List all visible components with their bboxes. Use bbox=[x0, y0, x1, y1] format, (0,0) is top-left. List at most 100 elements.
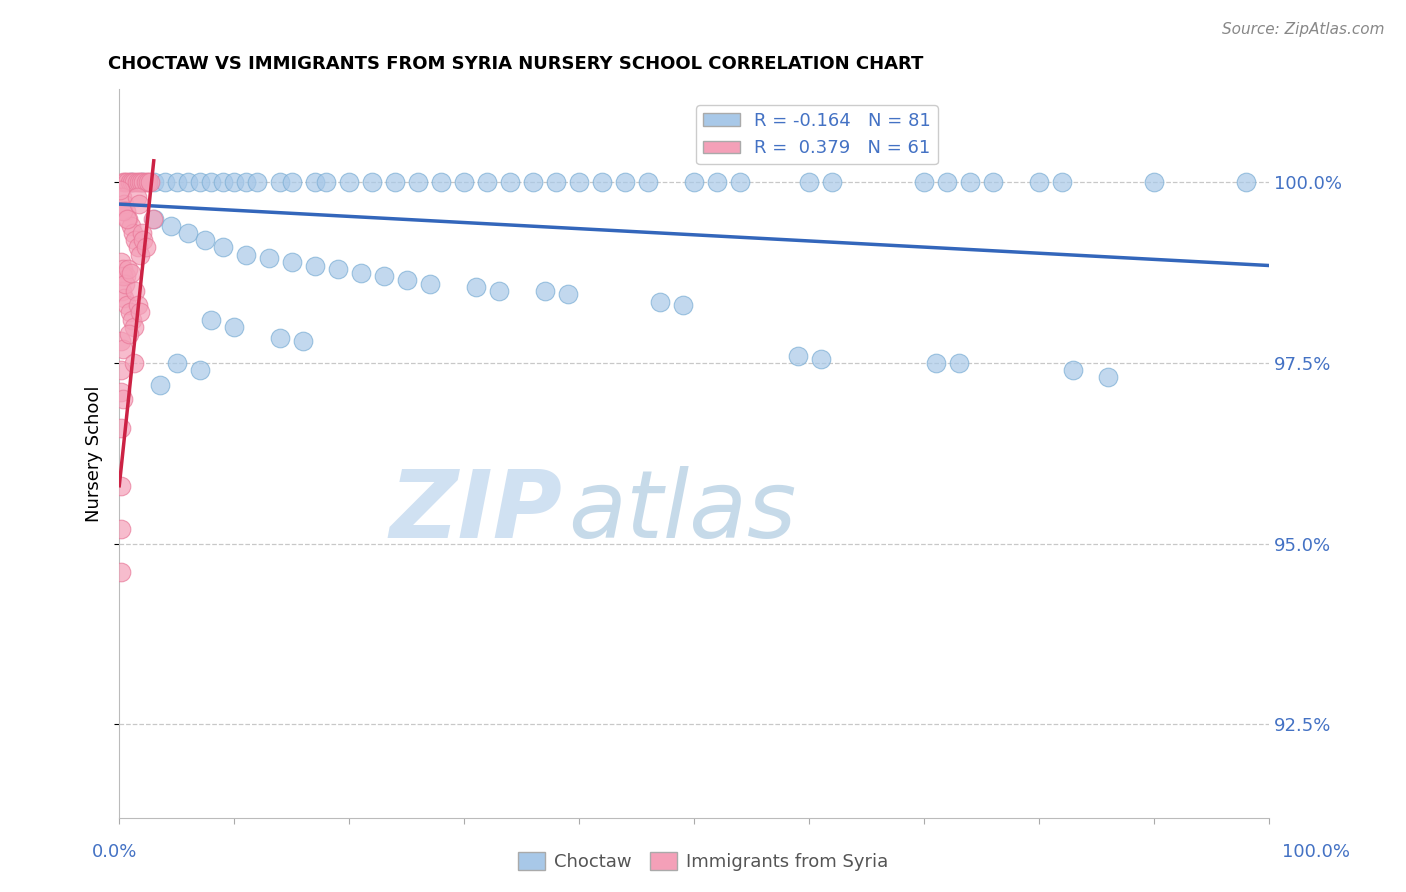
Point bbox=[912, 176, 935, 190]
Point bbox=[129, 305, 152, 319]
Point bbox=[122, 356, 145, 370]
Point bbox=[111, 269, 134, 284]
Point bbox=[122, 319, 145, 334]
Point bbox=[128, 197, 150, 211]
Point bbox=[614, 176, 637, 190]
Point bbox=[136, 176, 159, 190]
Point bbox=[269, 176, 291, 190]
Point bbox=[797, 176, 820, 190]
Point bbox=[177, 176, 200, 190]
Point bbox=[110, 421, 132, 435]
Point bbox=[120, 176, 142, 190]
Point bbox=[464, 280, 486, 294]
Point bbox=[200, 176, 222, 190]
Point bbox=[200, 312, 222, 326]
Point bbox=[124, 233, 146, 247]
Point bbox=[326, 262, 349, 277]
Point bbox=[120, 219, 142, 233]
Point bbox=[115, 298, 138, 312]
Text: ZIP: ZIP bbox=[389, 466, 562, 558]
Point bbox=[488, 284, 510, 298]
Point bbox=[648, 294, 671, 309]
Point bbox=[112, 197, 135, 211]
Point bbox=[304, 259, 326, 273]
Point bbox=[821, 176, 844, 190]
Point bbox=[122, 176, 145, 190]
Point bbox=[115, 204, 138, 219]
Point bbox=[924, 356, 946, 370]
Point bbox=[110, 384, 132, 399]
Point bbox=[430, 176, 453, 190]
Point bbox=[132, 233, 155, 247]
Point bbox=[142, 211, 165, 226]
Point bbox=[128, 176, 150, 190]
Point bbox=[117, 176, 139, 190]
Point bbox=[546, 176, 568, 190]
Point bbox=[148, 377, 170, 392]
Point bbox=[160, 219, 183, 233]
Point bbox=[395, 273, 418, 287]
Point bbox=[235, 248, 257, 262]
Point bbox=[132, 176, 155, 190]
Point bbox=[1063, 363, 1085, 377]
Point bbox=[142, 211, 165, 226]
Text: CHOCTAW VS IMMIGRANTS FROM SYRIA NURSERY SCHOOL CORRELATION CHART: CHOCTAW VS IMMIGRANTS FROM SYRIA NURSERY… bbox=[108, 55, 924, 73]
Point bbox=[211, 176, 233, 190]
Point bbox=[557, 287, 579, 301]
Legend: Choctaw, Immigrants from Syria: Choctaw, Immigrants from Syria bbox=[510, 845, 896, 879]
Point bbox=[384, 176, 406, 190]
Text: atlas: atlas bbox=[568, 467, 796, 558]
Point bbox=[125, 176, 148, 190]
Point bbox=[135, 176, 157, 190]
Point bbox=[110, 255, 132, 269]
Point bbox=[948, 356, 970, 370]
Point bbox=[110, 522, 132, 536]
Point bbox=[188, 363, 211, 377]
Point bbox=[114, 176, 136, 190]
Point bbox=[111, 176, 134, 190]
Point bbox=[122, 226, 145, 240]
Point bbox=[1143, 176, 1166, 190]
Point bbox=[522, 176, 544, 190]
Point bbox=[139, 176, 162, 190]
Text: Source: ZipAtlas.com: Source: ZipAtlas.com bbox=[1222, 22, 1385, 37]
Point bbox=[786, 349, 808, 363]
Point bbox=[112, 392, 135, 406]
Point bbox=[728, 176, 751, 190]
Point bbox=[1050, 176, 1073, 190]
Point bbox=[981, 176, 1004, 190]
Point bbox=[114, 277, 136, 291]
Point bbox=[127, 240, 149, 254]
Point bbox=[125, 190, 148, 204]
Point bbox=[475, 176, 498, 190]
Point bbox=[112, 342, 135, 356]
Point bbox=[1234, 176, 1257, 190]
Point bbox=[188, 176, 211, 190]
Point bbox=[671, 298, 693, 312]
Point bbox=[118, 176, 141, 190]
Point bbox=[117, 211, 139, 226]
Point bbox=[118, 327, 141, 342]
Point bbox=[118, 305, 141, 319]
Point bbox=[269, 331, 291, 345]
Point bbox=[142, 176, 165, 190]
Point bbox=[683, 176, 706, 190]
Point bbox=[406, 176, 429, 190]
Point bbox=[499, 176, 522, 190]
Point bbox=[114, 291, 136, 305]
Point bbox=[124, 284, 146, 298]
Point bbox=[350, 266, 373, 280]
Point bbox=[110, 334, 132, 349]
Point bbox=[111, 284, 134, 298]
Point bbox=[121, 312, 143, 326]
Point bbox=[337, 176, 360, 190]
Point bbox=[257, 252, 280, 266]
Point bbox=[131, 176, 153, 190]
Point bbox=[121, 176, 143, 190]
Point bbox=[706, 176, 728, 190]
Point bbox=[568, 176, 591, 190]
Point bbox=[637, 176, 659, 190]
Point bbox=[235, 176, 257, 190]
Legend: R = -0.164   N = 81, R =  0.379   N = 61: R = -0.164 N = 81, R = 0.379 N = 61 bbox=[696, 105, 938, 164]
Point bbox=[110, 479, 132, 493]
